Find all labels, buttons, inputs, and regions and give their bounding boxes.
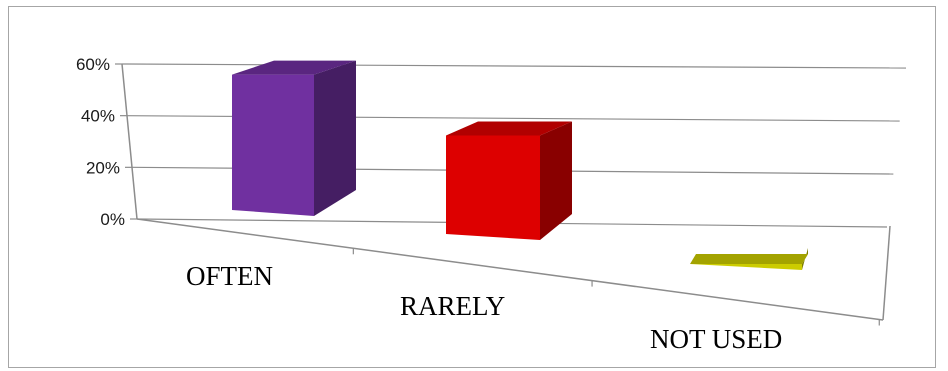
bar-often — [232, 60, 356, 216]
y-tick-label: 40% — [81, 107, 115, 126]
y-tick-label: 60% — [76, 55, 110, 74]
x-axis-categories: OFTEN RARELY NOT USED — [186, 248, 880, 354]
bars — [232, 60, 808, 270]
bar-front-face — [446, 135, 540, 240]
bar-rarely — [446, 121, 572, 240]
chart-walls — [121, 63, 891, 321]
bar-top-face — [690, 254, 808, 264]
bar-top-face — [446, 121, 572, 136]
y-tick-label: 20% — [86, 158, 120, 177]
floor-front-edge — [136, 218, 884, 321]
back-wall-left-edge — [121, 63, 138, 220]
bar-front-face — [690, 264, 802, 270]
y-axis-ticks: 0% 20% 40% 60% — [76, 55, 137, 229]
bar-top-face — [232, 60, 356, 75]
bar-side-face — [540, 121, 572, 240]
x-category-label: NOT USED — [650, 324, 782, 354]
bar-side-face — [314, 60, 356, 216]
bar-front-face — [232, 74, 314, 216]
floor-right-edge — [882, 225, 891, 321]
gridline — [121, 63, 907, 69]
bar-not-used — [690, 248, 808, 270]
x-category-label: RARELY — [400, 291, 505, 321]
y-tick-label: 0% — [100, 210, 125, 229]
x-category-label: OFTEN — [186, 261, 273, 291]
